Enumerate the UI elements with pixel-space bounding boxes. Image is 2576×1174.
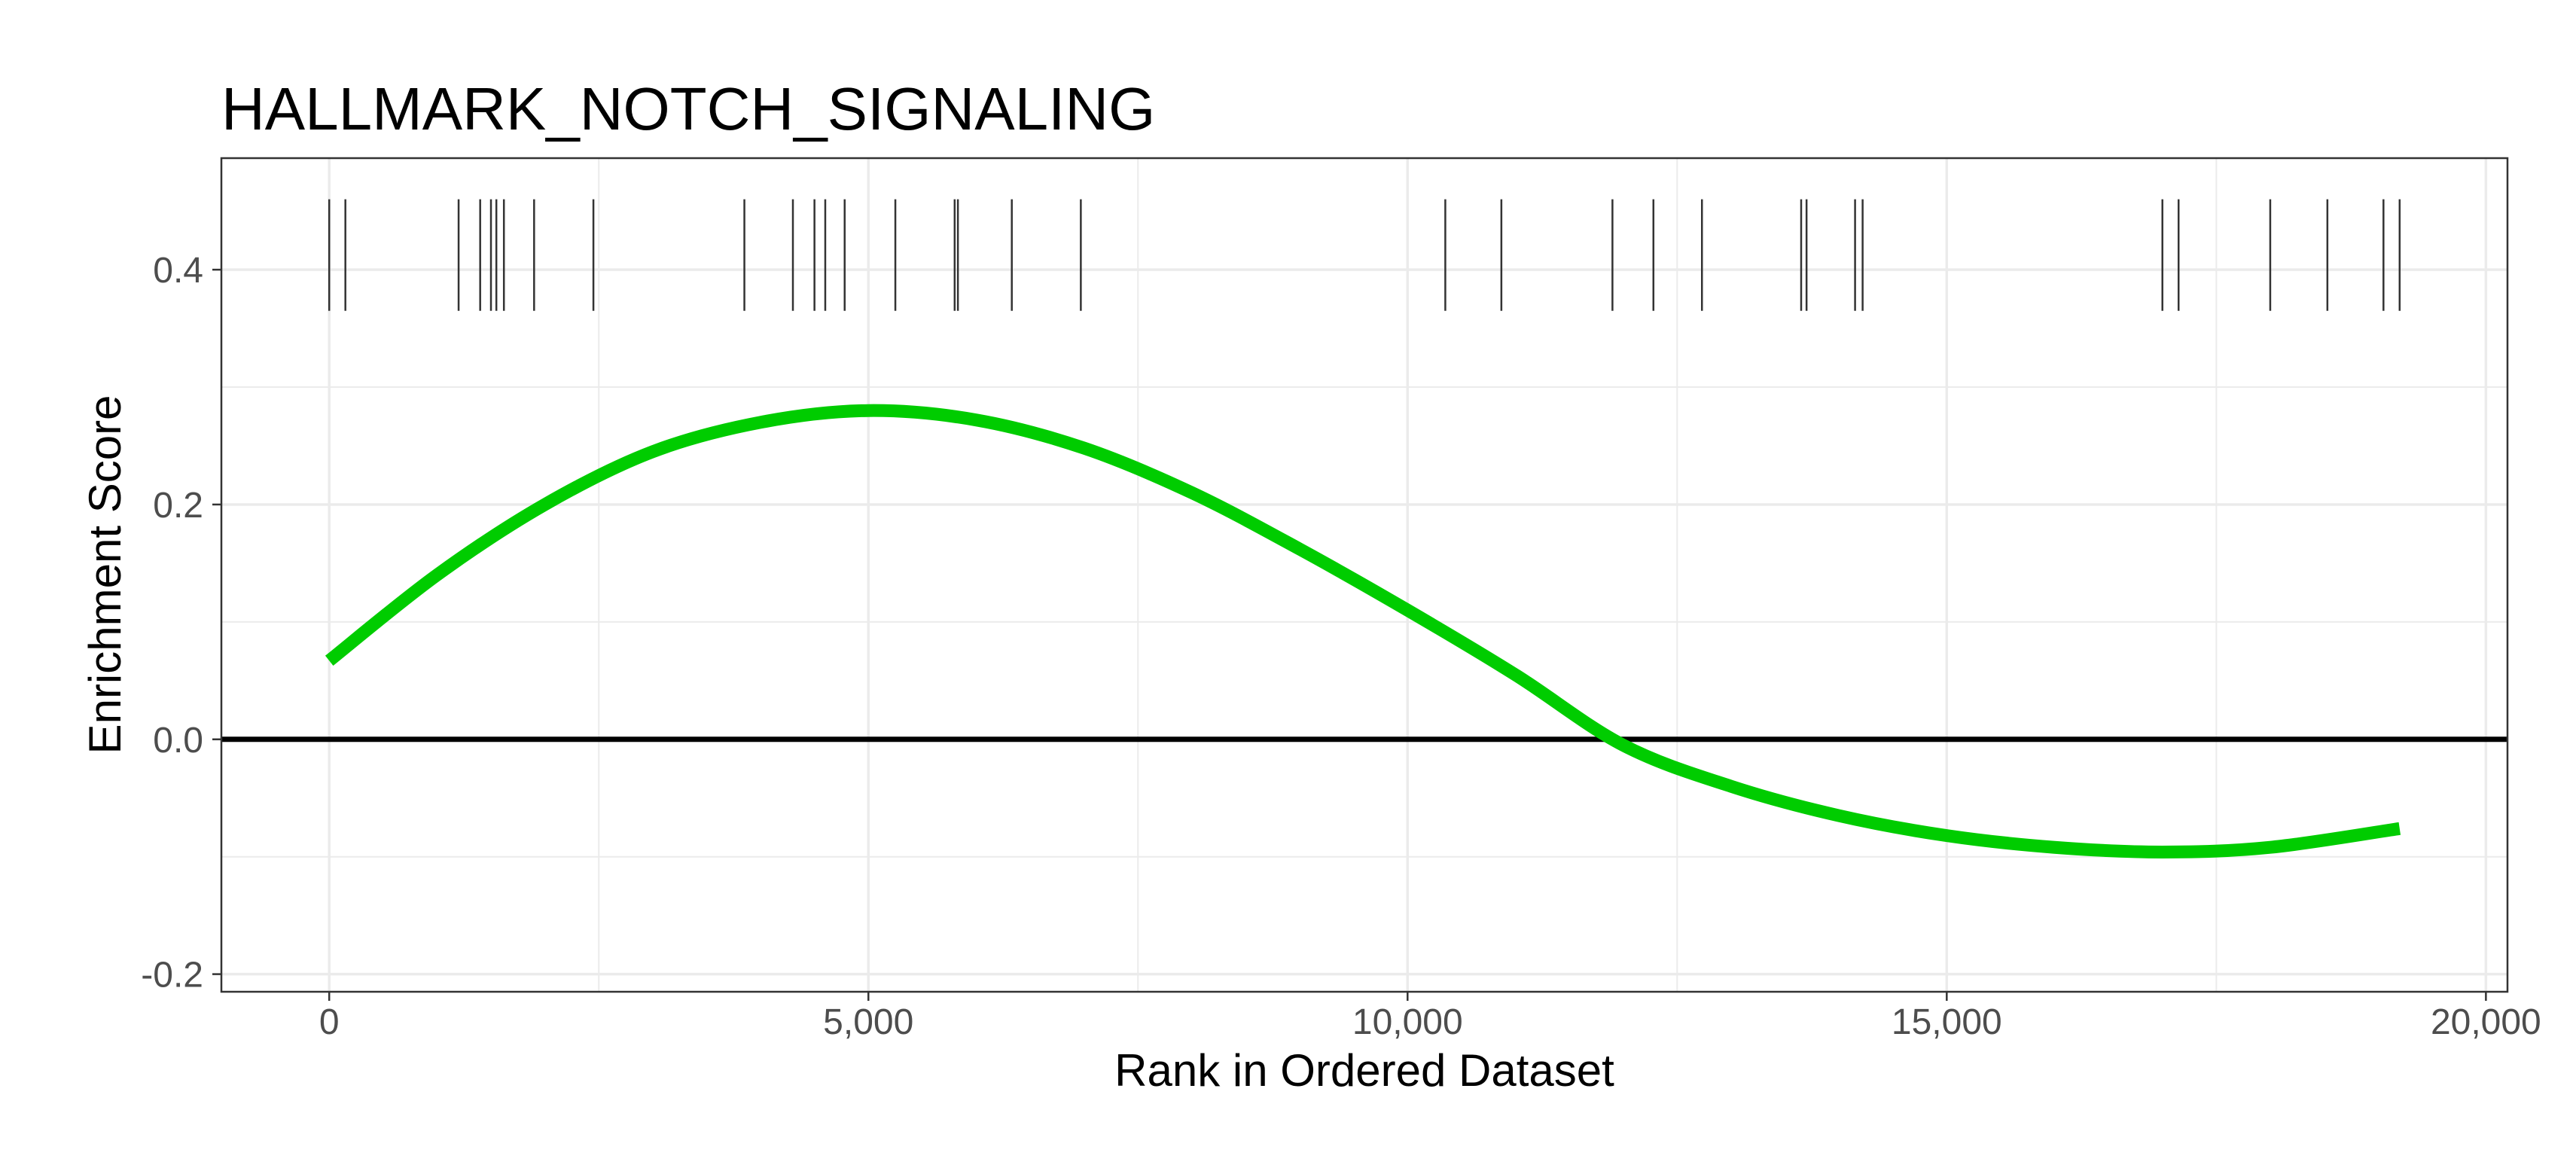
y-tick-label: 0.0 bbox=[153, 721, 203, 761]
y-axis-title: Enrichment Score bbox=[80, 395, 130, 755]
x-tick-label: 5,000 bbox=[823, 1002, 913, 1042]
x-axis-title: Rank in Ordered Dataset bbox=[1114, 1045, 1614, 1096]
hit-ticks bbox=[328, 199, 2401, 311]
x-tick-label: 20,000 bbox=[2431, 1002, 2541, 1042]
x-tick-label: 10,000 bbox=[1352, 1002, 1463, 1042]
chart-title: HALLMARK_NOTCH_SIGNALING bbox=[221, 75, 1155, 142]
grid-lines bbox=[221, 158, 2507, 992]
y-tick-label: 0.4 bbox=[153, 251, 203, 291]
axis-tick-labels: 0 5,000 10,000 15,000 20,000 -0.2 0.0 0.2 0.4 bbox=[141, 251, 2541, 1042]
axis-ticks bbox=[212, 268, 2487, 1001]
panel-border bbox=[220, 157, 2509, 993]
enrichment-curve-group bbox=[325, 404, 2401, 858]
x-tick-label: 0 bbox=[319, 1002, 340, 1042]
x-tick-label: 15,000 bbox=[1892, 1002, 2002, 1042]
y-tick-label: -0.2 bbox=[141, 956, 203, 996]
y-tick-label: 0.2 bbox=[153, 486, 203, 526]
enrichment-score-line bbox=[325, 404, 2401, 858]
